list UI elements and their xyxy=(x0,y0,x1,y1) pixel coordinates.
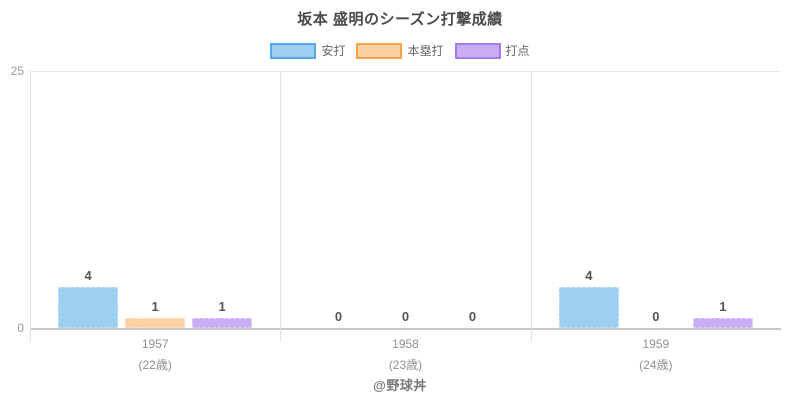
group-separator xyxy=(280,71,282,342)
bar-home-runs-1957[interactable] xyxy=(125,318,186,328)
bar-value-label: 0 xyxy=(401,309,410,324)
legend-swatch-hits-icon xyxy=(270,42,317,59)
bar-hits-1957[interactable] xyxy=(58,287,119,328)
legend-swatch-rbi-icon xyxy=(454,42,501,59)
group-separator xyxy=(530,71,532,342)
bar-value-label: 4 xyxy=(84,268,92,283)
x-axis-baseline xyxy=(30,328,781,330)
chart-title: 坂本 盛明のシーズン打撃成績 xyxy=(297,11,503,28)
bar-value-label: 0 xyxy=(468,309,477,324)
y-axis-tick-0: 0 xyxy=(17,321,24,335)
legend-item-home-runs[interactable]: 本塁打 xyxy=(356,42,444,59)
watermark: @野球丼 xyxy=(373,378,427,393)
x-axis-year-label: 1958 xyxy=(392,337,419,351)
bar-value-label: 0 xyxy=(334,309,343,324)
legend: 安打 本塁打 打点 xyxy=(0,42,800,59)
x-axis-year-label: 1957 xyxy=(141,337,169,351)
legend-label-hits: 安打 xyxy=(321,44,346,58)
group-separator xyxy=(30,71,31,342)
y-axis-tick-25: 25 xyxy=(10,64,24,78)
legend-swatch-home-runs-icon xyxy=(356,42,403,59)
gridline-ymax xyxy=(30,71,781,72)
x-axis-age-label: (24歳) xyxy=(639,358,673,372)
legend-label-home-runs: 本塁打 xyxy=(407,44,444,58)
bar-value-label: 1 xyxy=(719,299,727,314)
legend-item-hits[interactable]: 安打 xyxy=(270,42,345,59)
bar-value-label: 1 xyxy=(218,299,226,314)
bar-hits-1959[interactable] xyxy=(558,287,619,328)
x-axis-age-label: (22歳) xyxy=(138,358,172,372)
bar-value-label: 4 xyxy=(585,268,593,283)
x-axis-age-label: (23歳) xyxy=(388,358,423,372)
legend-item-rbi[interactable]: 打点 xyxy=(454,42,530,59)
legend-label-rbi: 打点 xyxy=(505,44,530,58)
bar-value-label: 0 xyxy=(652,309,660,324)
x-axis-year-label: 1959 xyxy=(642,337,670,351)
bar-value-label: 1 xyxy=(151,299,159,314)
bar-rbi-1957[interactable] xyxy=(192,318,253,328)
bar-rbi-1959[interactable] xyxy=(692,318,753,328)
